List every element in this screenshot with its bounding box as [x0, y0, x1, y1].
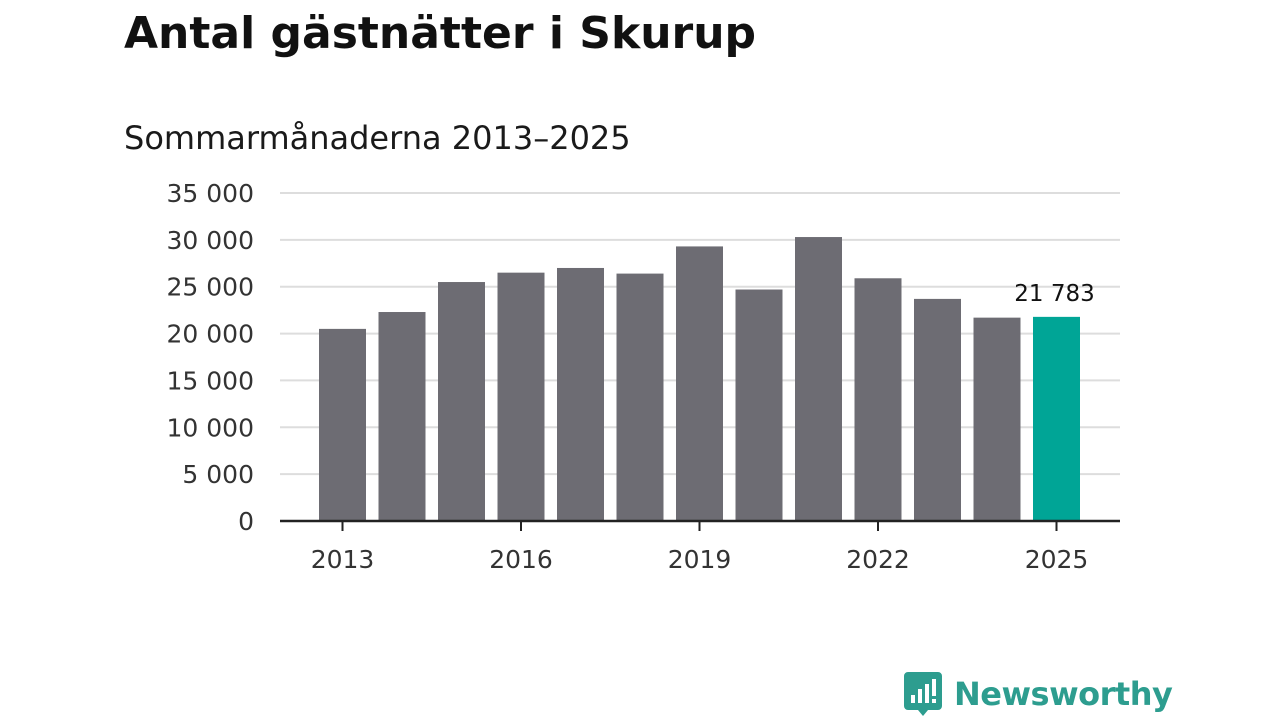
chart-subtitle: Sommarmånaderna 2013–2025 — [124, 119, 631, 157]
y-tick-label: 10 000 — [167, 413, 254, 442]
data-label-2025: 21 783 — [1014, 281, 1094, 307]
y-tick-label: 35 000 — [167, 179, 254, 208]
y-tick-label: 25 000 — [167, 273, 254, 302]
bar-2023 — [914, 298, 961, 521]
y-tick-label: 15 000 — [167, 366, 254, 395]
bar-2016 — [497, 272, 545, 521]
bar-2024 — [973, 317, 1021, 521]
chart-title: Antal gästnätter i Skurup — [124, 8, 757, 59]
x-tick-label: 2022 — [846, 545, 910, 574]
y-tick-label: 5 000 — [182, 460, 254, 489]
bar-2021 — [795, 237, 842, 521]
newsworthy-logo-text: Newsworthy — [954, 675, 1173, 713]
bar-2017 — [557, 267, 604, 521]
x-tick-label: 2019 — [668, 545, 732, 574]
x-tick-label: 2025 — [1025, 545, 1089, 574]
y-tick-label: 30 000 — [167, 226, 254, 255]
y-tick-label: 20 000 — [167, 320, 254, 349]
x-axis: 2013 2016 2019 2022 2025 — [280, 519, 1120, 574]
x-tick-label: 2013 — [311, 545, 375, 574]
newsworthy-logo-icon — [904, 672, 942, 716]
y-axis: 0 5 000 10 000 15 000 20 000 25 000 30 000 35 0… — [167, 179, 254, 536]
bar-2022 — [854, 278, 902, 521]
bars — [319, 237, 1080, 521]
y-tick-label: 0 — [238, 507, 254, 536]
bar-2014 — [378, 312, 426, 521]
x-tick-label: 2016 — [489, 545, 553, 574]
bar-2025 — [1033, 316, 1080, 521]
data-labels: 21 783 — [1014, 281, 1094, 307]
bar-2019 — [676, 246, 723, 521]
bar-2020 — [735, 289, 783, 521]
bar-2013 — [319, 328, 366, 521]
bar-2018 — [616, 273, 664, 521]
bar-2015 — [438, 282, 485, 521]
newsworthy-logo: Newsworthy — [902, 670, 1173, 718]
